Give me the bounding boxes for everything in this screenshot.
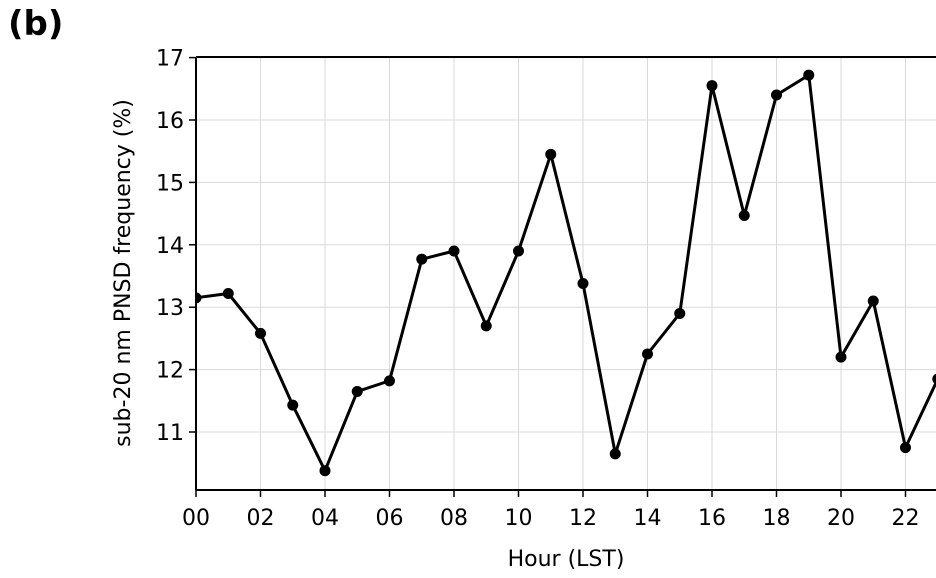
data-point <box>287 399 299 411</box>
x-tick-label: 06 <box>376 506 404 531</box>
x-tick-label: 16 <box>698 506 726 531</box>
data-point <box>835 351 847 363</box>
y-tick-label: 16 <box>156 109 184 134</box>
x-tick-label: 10 <box>505 506 533 531</box>
axes-layer <box>189 56 936 497</box>
series-line <box>196 73 936 473</box>
x-tick-label: 00 <box>182 506 210 531</box>
data-point <box>577 277 589 289</box>
data-point <box>351 385 363 397</box>
y-tick-label: 17 <box>156 47 184 72</box>
y-tick-label: 12 <box>156 359 184 384</box>
data-point <box>545 148 557 160</box>
data-point <box>255 327 266 339</box>
data-point <box>513 245 524 257</box>
x-tick-label: 08 <box>440 506 468 531</box>
data-point <box>448 245 460 257</box>
x-tick-label: 20 <box>827 506 855 531</box>
y-axis-title: sub-20 nm PNSD frequency (%) <box>111 99 136 447</box>
data-point <box>738 209 750 221</box>
data-point <box>900 442 911 454</box>
x-tick-label: 04 <box>311 506 339 531</box>
x-tick-label: 12 <box>569 506 597 531</box>
x-tick-label: 22 <box>892 506 920 531</box>
panel-label: (b) <box>8 4 64 44</box>
series-layer <box>196 69 936 477</box>
data-point <box>480 320 492 332</box>
x-axis-title: Hour (LST) <box>508 547 625 572</box>
labels-layer: 00 02 04 06 08 10 12 14 16 18 20 22 11 12 13 14 15 16 17 <box>156 47 920 531</box>
data-point <box>932 373 936 385</box>
x-tick-label: 18 <box>763 506 791 531</box>
data-point <box>609 448 621 460</box>
data-point <box>196 292 202 304</box>
data-point <box>384 375 395 387</box>
data-point <box>867 295 879 307</box>
data-point <box>674 307 686 319</box>
data-point <box>771 89 782 101</box>
data-point <box>803 69 815 81</box>
data-point <box>642 348 653 360</box>
y-tick-label: 11 <box>156 421 184 446</box>
y-tick-label: 14 <box>156 234 184 259</box>
data-point <box>706 80 718 92</box>
y-tick-label: 13 <box>156 296 184 321</box>
y-tick-label: 15 <box>156 171 184 196</box>
x-tick-label: 02 <box>247 506 275 531</box>
data-point <box>319 465 331 477</box>
data-point <box>222 287 234 299</box>
data-point <box>416 253 428 265</box>
grid-layer <box>195 57 936 490</box>
x-tick-label: 14 <box>634 506 662 531</box>
